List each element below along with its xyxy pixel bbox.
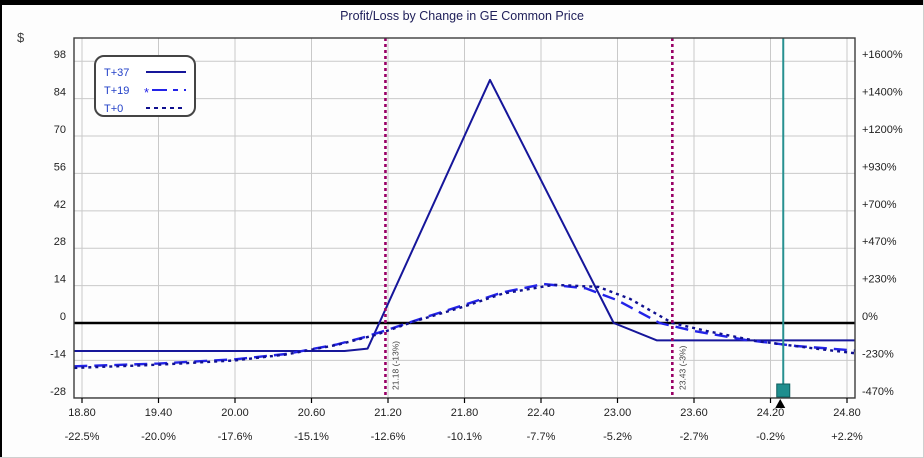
y-axis-dollar-label: 0 <box>60 311 66 323</box>
y-axis-dollar-label: -28 <box>50 386 66 398</box>
x-axis-price-label: 24.20 <box>757 407 785 419</box>
y-axis-percent-label: 0% <box>862 311 878 323</box>
x-axis-price-label: 20.60 <box>298 407 326 419</box>
x-axis-percent-label: -20.0% <box>141 431 176 443</box>
x-axis-percent-label: -7.7% <box>527 431 556 443</box>
x-axis-price-label: 19.40 <box>145 407 173 419</box>
y-axis-percent-label: -230% <box>862 348 894 360</box>
x-axis-percent-label: +2.2% <box>831 431 863 443</box>
y-axis-percent-label: -470% <box>862 386 894 398</box>
x-axis-percent-label: -22.5% <box>65 431 100 443</box>
y-axis-dollar-label: 84 <box>54 87 66 99</box>
x-axis-percent-label: -15.1% <box>294 431 329 443</box>
x-axis-percent-label: -17.6% <box>218 431 253 443</box>
y-axis-percent-label: +700% <box>862 199 897 211</box>
breakeven-label: 23.43 (-3%) <box>677 345 687 390</box>
legend-label-tplus37: T+37 <box>104 67 129 79</box>
left-axis-unit-label: $ <box>17 30 25 45</box>
y-axis-percent-label: +1600% <box>862 49 903 61</box>
y-axis-dollar-label: 14 <box>54 274 66 286</box>
x-axis-price-label: 24.80 <box>833 407 861 419</box>
current-price-handle[interactable] <box>776 383 791 398</box>
y-axis-dollar-label: 42 <box>54 199 66 211</box>
x-axis-price-label: 20.00 <box>221 407 249 419</box>
y-axis-percent-label: +230% <box>862 274 897 286</box>
x-axis-percent-label: -12.6% <box>371 431 406 443</box>
chart-title: Profit/Loss by Change in GE Common Price <box>340 9 584 23</box>
x-axis-price-label: 21.80 <box>451 407 479 419</box>
y-axis-dollar-label: 70 <box>54 124 66 136</box>
y-axis-dollar-label: 56 <box>54 161 66 173</box>
series-line-tplus37 <box>74 78 855 352</box>
x-axis-price-label: 22.40 <box>527 407 555 419</box>
legend-marker-asterisk: * <box>144 85 149 100</box>
y-axis-dollar-label: 98 <box>54 49 66 61</box>
x-axis-price-label: 21.20 <box>374 407 402 419</box>
x-axis-price-label: 18.80 <box>68 407 96 419</box>
x-axis-percent-label: -0.2% <box>756 431 785 443</box>
current-price-pointer <box>775 399 786 408</box>
window-border-top <box>0 0 924 5</box>
x-axis-percent-label: -5.2% <box>603 431 632 443</box>
y-axis-percent-label: +930% <box>862 161 897 173</box>
y-axis-percent-label: +470% <box>862 236 897 248</box>
legend-label-tplus0: T+0 <box>104 103 123 115</box>
x-axis-price-label: 23.60 <box>680 407 708 419</box>
x-axis-price-label: 23.00 <box>604 407 632 419</box>
y-axis-dollar-label: 28 <box>54 236 66 248</box>
y-axis-percent-label: +1400% <box>862 87 903 99</box>
y-axis-dollar-label: -14 <box>50 348 66 360</box>
x-axis-percent-label: -10.1% <box>447 431 482 443</box>
x-axis-percent-label: -2.7% <box>680 431 709 443</box>
y-axis-percent-label: +1200% <box>862 124 903 136</box>
window-border-left <box>0 0 2 458</box>
breakeven-label: 21.18 (-13%) <box>390 341 400 390</box>
legend-label-tplus19: T+19 <box>104 85 129 97</box>
